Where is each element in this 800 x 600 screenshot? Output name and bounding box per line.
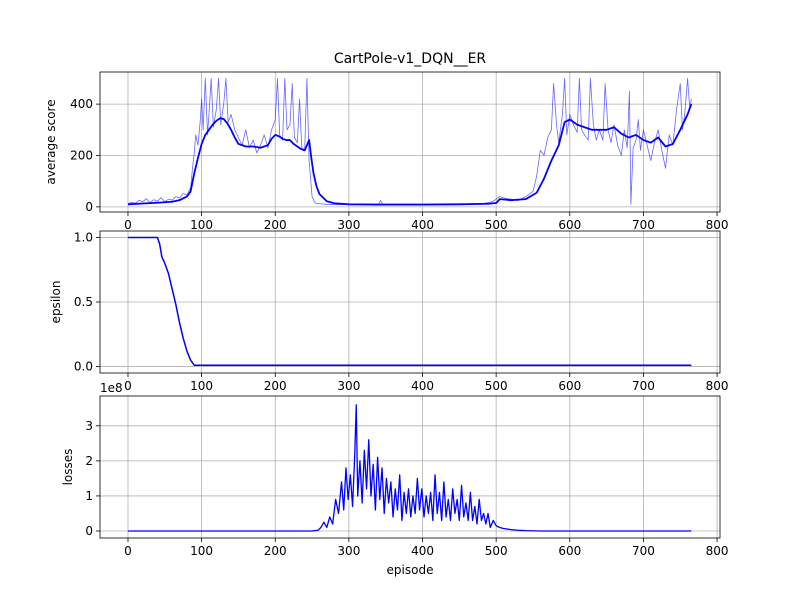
score-y-tick-label: 400 bbox=[70, 97, 93, 111]
losses-x-tick-label: 300 bbox=[337, 544, 360, 558]
losses-axis-multiplier: 1e8 bbox=[100, 381, 123, 395]
losses-y-tick-label: 2 bbox=[85, 454, 93, 468]
epsilon-x-tick-label: 200 bbox=[264, 379, 287, 393]
score-y-axis-label: average score bbox=[44, 99, 58, 184]
losses-x-tick-label: 100 bbox=[190, 544, 213, 558]
epsilon-x-tick-label: 700 bbox=[632, 379, 655, 393]
score-x-tick-label: 500 bbox=[485, 218, 508, 232]
x-axis-label: episode bbox=[387, 563, 434, 577]
epsilon-panel: 0 100 200 300 400 500 600 700 800 0.0 0.5 1.0 epsilo… bbox=[49, 230, 729, 393]
score-x-tick-label: 700 bbox=[632, 218, 655, 232]
losses-panel: 0 100 200 300 400 500 600 700 800 0 1 2 3 losses 1e8 bbox=[61, 381, 729, 558]
epsilon-y-axis-label: epsilon bbox=[49, 281, 63, 324]
losses-x-tick-label: 0 bbox=[124, 544, 132, 558]
score-x-tick-label: 600 bbox=[558, 218, 581, 232]
score-x-tick-label: 400 bbox=[411, 218, 434, 232]
epsilon-epsilon-line bbox=[127, 236, 692, 366]
epsilon-y-tick-label: 0.0 bbox=[74, 360, 93, 374]
losses-x-tick-label: 600 bbox=[558, 544, 581, 558]
losses-y-tick-label: 3 bbox=[85, 419, 93, 433]
losses-y-tick-label: 1 bbox=[85, 489, 93, 503]
losses-x-tick-label: 800 bbox=[706, 544, 729, 558]
score-y-tick-label: 200 bbox=[70, 148, 93, 162]
epsilon-x-tick-label: 300 bbox=[337, 379, 360, 393]
score-axes-frame bbox=[99, 71, 721, 213]
score-y-tick-label: 0 bbox=[85, 200, 93, 214]
score-x-tick-label: 0 bbox=[124, 218, 132, 232]
score-x-tick-label: 800 bbox=[706, 218, 729, 232]
epsilon-x-tick-label: 800 bbox=[706, 379, 729, 393]
epsilon-x-tick-label: 600 bbox=[558, 379, 581, 393]
score-x-tick-label: 100 bbox=[190, 218, 213, 232]
chart-title: CartPole-v1_DQN__ER bbox=[334, 51, 487, 67]
losses-x-tick-label: 200 bbox=[264, 544, 287, 558]
losses-y-tick-label: 0 bbox=[85, 524, 93, 538]
epsilon-x-tick-label: 100 bbox=[190, 379, 213, 393]
losses-x-tick-label: 500 bbox=[485, 544, 508, 558]
epsilon-y-tick-label: 0.5 bbox=[74, 295, 93, 309]
losses-x-tick-label: 700 bbox=[632, 544, 655, 558]
epsilon-x-tick-label: 0 bbox=[124, 379, 132, 393]
score-panel: 0 100 200 300 400 500 600 700 800 0 200 400 average … bbox=[44, 71, 729, 232]
epsilon-y-tick-label: 1.0 bbox=[74, 230, 93, 244]
score-x-tick-label: 200 bbox=[264, 218, 287, 232]
score-x-tick-label: 300 bbox=[337, 218, 360, 232]
epsilon-x-tick-label: 400 bbox=[411, 379, 434, 393]
epsilon-x-tick-label: 500 bbox=[485, 379, 508, 393]
losses-losses-line bbox=[127, 404, 692, 532]
losses-y-axis-label: losses bbox=[61, 449, 75, 486]
losses-x-tick-label: 400 bbox=[411, 544, 434, 558]
losses-axes-frame bbox=[99, 395, 721, 539]
score-average-line bbox=[127, 103, 693, 206]
